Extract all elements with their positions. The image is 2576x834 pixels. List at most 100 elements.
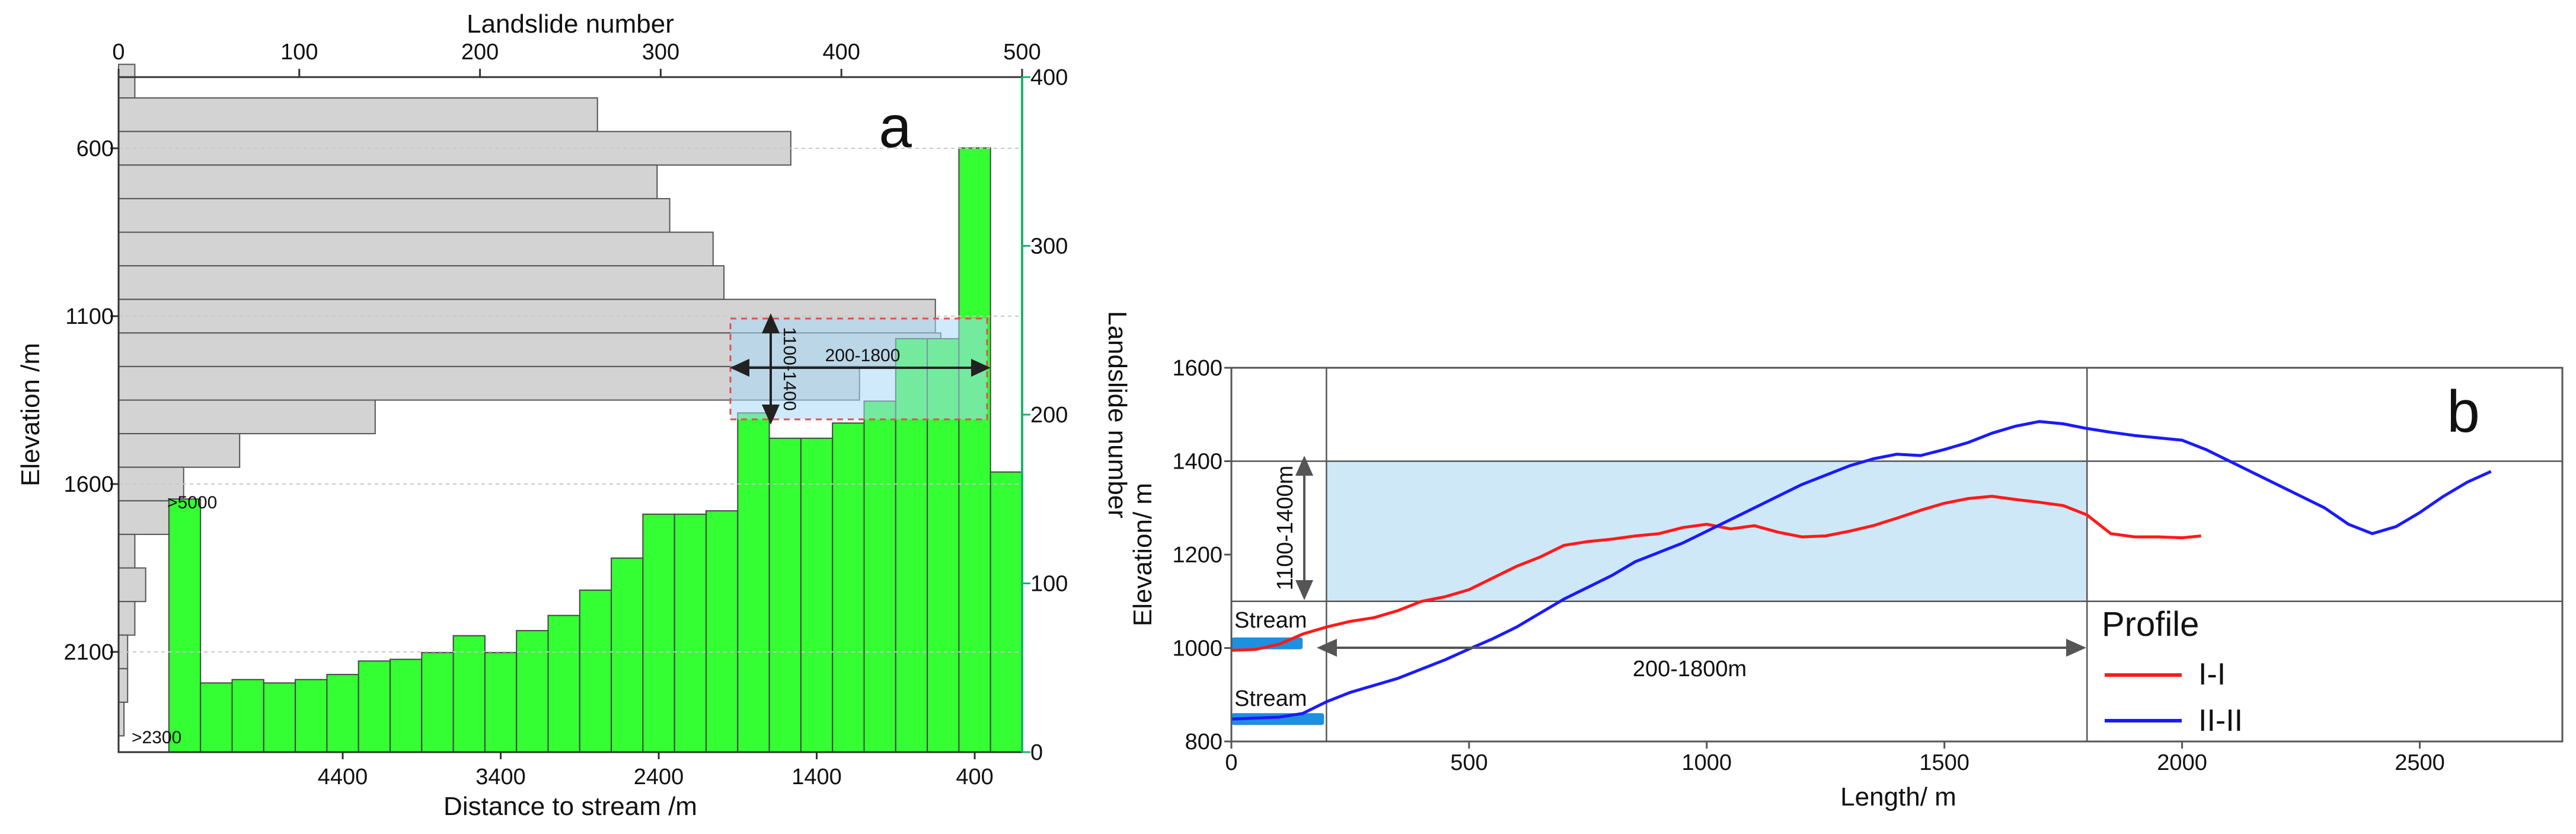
x-tick-label: 0 [1225, 750, 1237, 775]
legend-label-i-i: I-I [2198, 657, 2226, 692]
stream-label-lower: Stream [1234, 686, 1307, 711]
distance-bar [706, 510, 739, 753]
distance-bar [326, 674, 359, 753]
b-elevation-range-label: 1100-1400m [1273, 466, 1298, 591]
distance-bar [579, 589, 612, 753]
distance-histogram [168, 147, 1023, 753]
left-tick-label: 1100 [65, 304, 114, 329]
stream-label-upper: Stream [1234, 608, 1307, 633]
top-tick-label: 500 [1003, 40, 1040, 65]
right-tick-label: 300 [1030, 234, 1068, 259]
right-tick-label: 0 [1030, 740, 1043, 765]
y-tick-label: 1600 [1172, 356, 1222, 381]
panel-label-b: b [2447, 378, 2480, 445]
distance-bar [832, 422, 865, 753]
distance-bar [231, 679, 264, 753]
left-tick-label: 600 [76, 136, 114, 161]
distance-bar [168, 498, 202, 753]
x-tick-label: 1000 [1682, 750, 1732, 775]
profile-lines [1231, 420, 2492, 721]
right-tick-label: 100 [1030, 572, 1068, 597]
distance-bar [800, 437, 834, 753]
top-axis: 0 100 200 300 400 500 [112, 40, 1041, 77]
distance-bar [768, 437, 802, 753]
right-axis: 0 100 200 300 400 [1022, 65, 1068, 765]
profile-line-ii-ii [1231, 420, 2492, 721]
bottom-axis: 4400 3400 2400 1400 400 [318, 752, 994, 790]
y-tick-label: 1000 [1172, 636, 1222, 661]
distance-range-arrow [730, 358, 991, 377]
bottom-axis-label: Distance to stream /m [443, 792, 697, 821]
distance-bar [390, 658, 423, 753]
distance-bar [295, 679, 328, 753]
elevation-bar [118, 63, 136, 99]
distance-bar [989, 471, 1023, 753]
bottom-tick-label: 4400 [318, 765, 368, 790]
y-axis: 800 1000 1200 1400 1600 [1172, 356, 1231, 755]
y-tick-label: 800 [1185, 730, 1222, 755]
distance-bar [547, 615, 580, 753]
distance-bar [642, 513, 675, 753]
x-axis-label: Length/ m [1840, 782, 1956, 811]
left-axis-label: Elevation /m [16, 343, 45, 486]
distance-bar [516, 630, 549, 753]
distance-bar [452, 635, 486, 753]
x-tick-label: 2000 [2157, 750, 2207, 775]
x-tick-label: 500 [1450, 750, 1487, 775]
distance-range-label: 200-1800 [825, 346, 901, 365]
distance-bar [737, 412, 770, 753]
elevation-bar [118, 399, 376, 435]
stream-marks [1231, 637, 1324, 725]
b-distance-range-label: 200-1800m [1633, 657, 1747, 682]
panel-label-a: a [879, 94, 912, 160]
top-tick-label: 0 [112, 40, 125, 65]
distance-bar [357, 660, 391, 753]
left-tick-label: 1600 [63, 472, 114, 497]
elevation-bar [118, 198, 671, 233]
distance-bar [484, 652, 518, 753]
elevation-bar [118, 265, 725, 300]
y-tick-label: 1200 [1172, 543, 1222, 568]
elevation-bar [118, 533, 136, 569]
legend-title: Profile [2102, 605, 2199, 644]
elevation-bar [118, 164, 658, 199]
distance-bar [673, 513, 707, 753]
b-distance-arrow [1317, 638, 2086, 657]
x-axis: 0 500 1000 1500 2000 2500 [1225, 741, 2445, 775]
bottom-tick-label: 3400 [475, 765, 526, 790]
left-tick-label: 2100 [63, 640, 114, 665]
top-tick-label: 300 [642, 40, 679, 65]
y-tick-label: 1400 [1172, 450, 1222, 475]
top-tick-label: 200 [461, 40, 499, 65]
right-axis-label: Landslide number [1103, 311, 1132, 518]
elevation-bar [118, 668, 129, 703]
over-2300-label: >2300 [132, 728, 181, 747]
bottom-tick-label: 1400 [791, 765, 842, 790]
elevation-bar [118, 97, 598, 132]
distance-bar [263, 682, 296, 753]
top-axis-label: Landslide number [467, 9, 674, 39]
reference-lines [1231, 368, 2562, 741]
elevation-histogram [118, 63, 941, 737]
over-5000-label: >5000 [167, 493, 217, 513]
legend: Profile I-I II-II [2102, 605, 2243, 738]
stream-mark [1231, 713, 1324, 725]
right-tick-label: 400 [1030, 65, 1068, 90]
right-tick-label: 200 [1030, 403, 1068, 428]
left-axis: 600 1100 1600 2100 [63, 136, 119, 665]
b-elevation-arrow [1295, 456, 1314, 600]
elevation-bar [118, 601, 136, 636]
x-tick-label: 2500 [2395, 750, 2445, 775]
legend-label-ii-ii: II-II [2198, 704, 2243, 738]
bottom-tick-label: 2400 [634, 765, 684, 790]
panel-b: 0 500 1000 1500 2000 2500 800 1000 1200 1400 1600… [1128, 356, 2564, 811]
top-tick-label: 400 [822, 40, 860, 65]
bottom-tick-label: 400 [956, 765, 993, 790]
distance-bar [200, 682, 233, 753]
y-axis-label: Elevation/ m [1128, 483, 1157, 626]
distance-bar [958, 147, 991, 753]
x-tick-label: 1500 [1919, 750, 1969, 775]
elevation-bar [118, 231, 714, 267]
